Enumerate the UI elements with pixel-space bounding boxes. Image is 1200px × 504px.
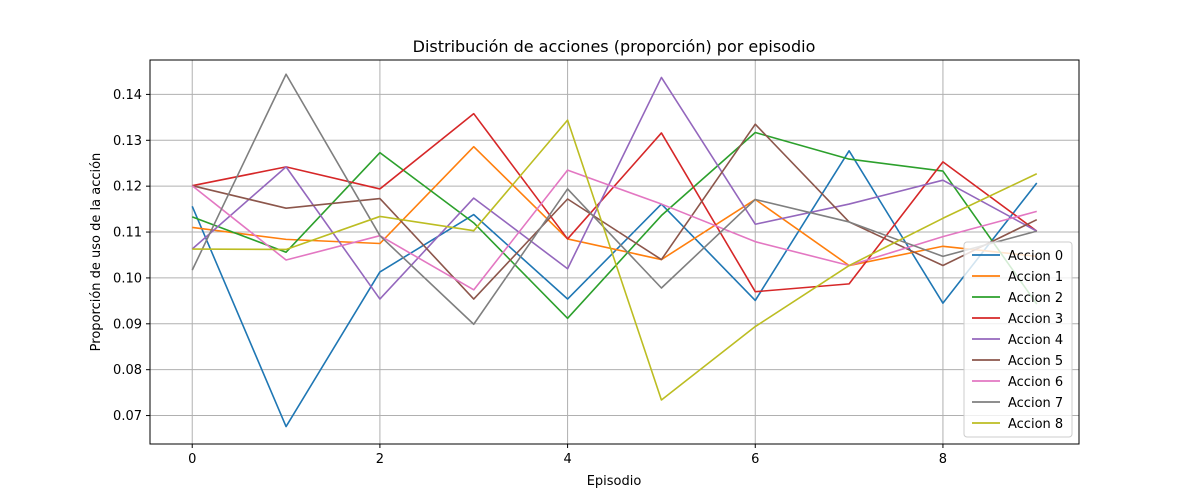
plot-frame <box>149 59 1080 445</box>
y-tick-label: 0.07 <box>113 409 142 424</box>
series-line-accion-8 <box>192 119 1038 401</box>
legend-label: Accion 5 <box>1008 354 1063 369</box>
y-tick-label: 0.13 <box>113 134 142 149</box>
x-tick-label: 0 <box>188 452 196 467</box>
y-tick-label: 0.09 <box>113 317 142 332</box>
grid-lines <box>150 60 1079 444</box>
y-tick-label: 0.11 <box>113 226 142 241</box>
y-tick-label: 0.12 <box>113 180 142 195</box>
chart-title: Distribución de acciones (proporción) po… <box>413 37 816 56</box>
y-axis-label: Proporción de uso de la acción <box>89 153 104 352</box>
legend-label: Accion 6 <box>1008 375 1063 390</box>
y-tick-label: 0.14 <box>113 88 142 103</box>
legend-label: Accion 1 <box>1008 270 1063 285</box>
x-tick-label: 8 <box>939 452 947 467</box>
x-axis-ticks: 0 2 4 6 8 <box>188 444 947 467</box>
legend: Accion 0 Accion 1 Accion 2 Accion 3 Accion 4… <box>963 241 1073 438</box>
legend-label: Accion 4 <box>1008 333 1063 348</box>
legend-label: Accion 8 <box>1008 417 1063 432</box>
series-line-accion-1 <box>192 145 1037 267</box>
series-line-accion-0 <box>191 150 1038 428</box>
y-axis-ticks: 0.07 0.08 0.09 0.10 0.11 0.12 0.13 0.14 <box>113 88 150 424</box>
series-line-accion-5 <box>192 123 1038 300</box>
x-tick-label: 2 <box>376 452 384 467</box>
legend-label: Accion 0 <box>1008 249 1063 264</box>
series-line-accion-3 <box>192 112 1038 293</box>
legend-label: Accion 7 <box>1008 396 1063 411</box>
series-line-accion-6 <box>191 169 1037 291</box>
legend-label: Accion 3 <box>1008 312 1063 327</box>
x-tick-label: 4 <box>563 452 571 467</box>
legend-label: Accion 2 <box>1008 291 1063 306</box>
series-line-accion-2 <box>191 131 1038 320</box>
x-axis-label: Episodio <box>587 474 642 489</box>
y-tick-label: 0.10 <box>113 271 142 286</box>
y-tick-label: 0.08 <box>113 363 142 378</box>
x-tick-label: 6 <box>751 452 759 467</box>
series-line-accion-7 <box>191 73 1037 326</box>
legend-box <box>963 241 1073 438</box>
series-lines <box>191 73 1038 428</box>
